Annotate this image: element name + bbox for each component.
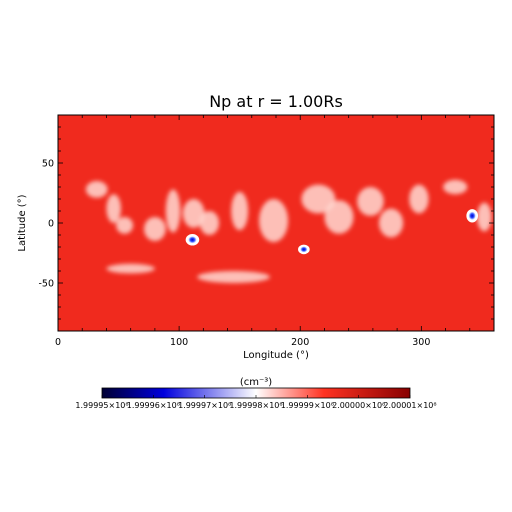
light-patches [85, 179, 492, 283]
light-patch [443, 179, 468, 195]
light-patch [197, 271, 270, 283]
light-patch [357, 187, 384, 216]
colorbar-ticks: 1.99995×10⁸1.99996×10⁸1.99997×10⁸1.99998… [75, 395, 437, 410]
light-patch [116, 217, 134, 234]
light-patch [85, 181, 108, 198]
y-axis-label: Latitude (°) [17, 194, 28, 251]
light-patch [477, 202, 492, 232]
light-patch [378, 208, 404, 238]
colorbar-tick-label: 1.99999×10⁸ [281, 401, 334, 410]
x-tick-label: 300 [412, 337, 430, 348]
blue-spot [468, 211, 476, 220]
colorbar-tick-label: 1.99995×10⁸ [75, 401, 128, 410]
light-patch [106, 263, 155, 274]
light-patch [231, 191, 249, 231]
blue-spot [300, 246, 308, 253]
y-axis: -50 0 50 [38, 114, 494, 332]
light-patch [165, 189, 181, 233]
x-axis: 0 100 200 300 [55, 115, 495, 348]
light-patch [259, 199, 289, 243]
y-tick-label: 0 [48, 219, 54, 230]
light-patch [301, 184, 336, 214]
x-tick-label: 200 [291, 337, 309, 348]
light-patch [199, 211, 220, 235]
light-patch [182, 199, 205, 228]
light-patch [409, 184, 429, 214]
y-tick-label: -50 [38, 279, 54, 290]
colorbar-tick-label: 1.99997×10⁸ [178, 401, 231, 410]
blue-spot [188, 236, 197, 244]
x-tick-label: 100 [170, 337, 188, 348]
x-tick-label: 0 [55, 337, 61, 348]
light-patch [324, 200, 354, 234]
light-patch [106, 194, 121, 224]
colorbar-tick-label: 1.99998×10⁸ [229, 401, 282, 410]
chart-title: Np at r = 1.00Rs [209, 92, 343, 111]
light-patch [143, 217, 166, 241]
colorbar-tick-label: 2.00001×10⁸ [383, 401, 436, 410]
heatmap-field [58, 115, 494, 331]
colorbar-tick-label: 1.99996×10⁸ [127, 401, 180, 410]
colorbar-unit: (cm⁻³) [240, 377, 272, 388]
y-tick-label: 50 [42, 159, 54, 170]
x-axis-label: Longitude (°) [243, 350, 309, 361]
colorbar-tick-label: 2.00000×10⁸ [332, 401, 385, 410]
